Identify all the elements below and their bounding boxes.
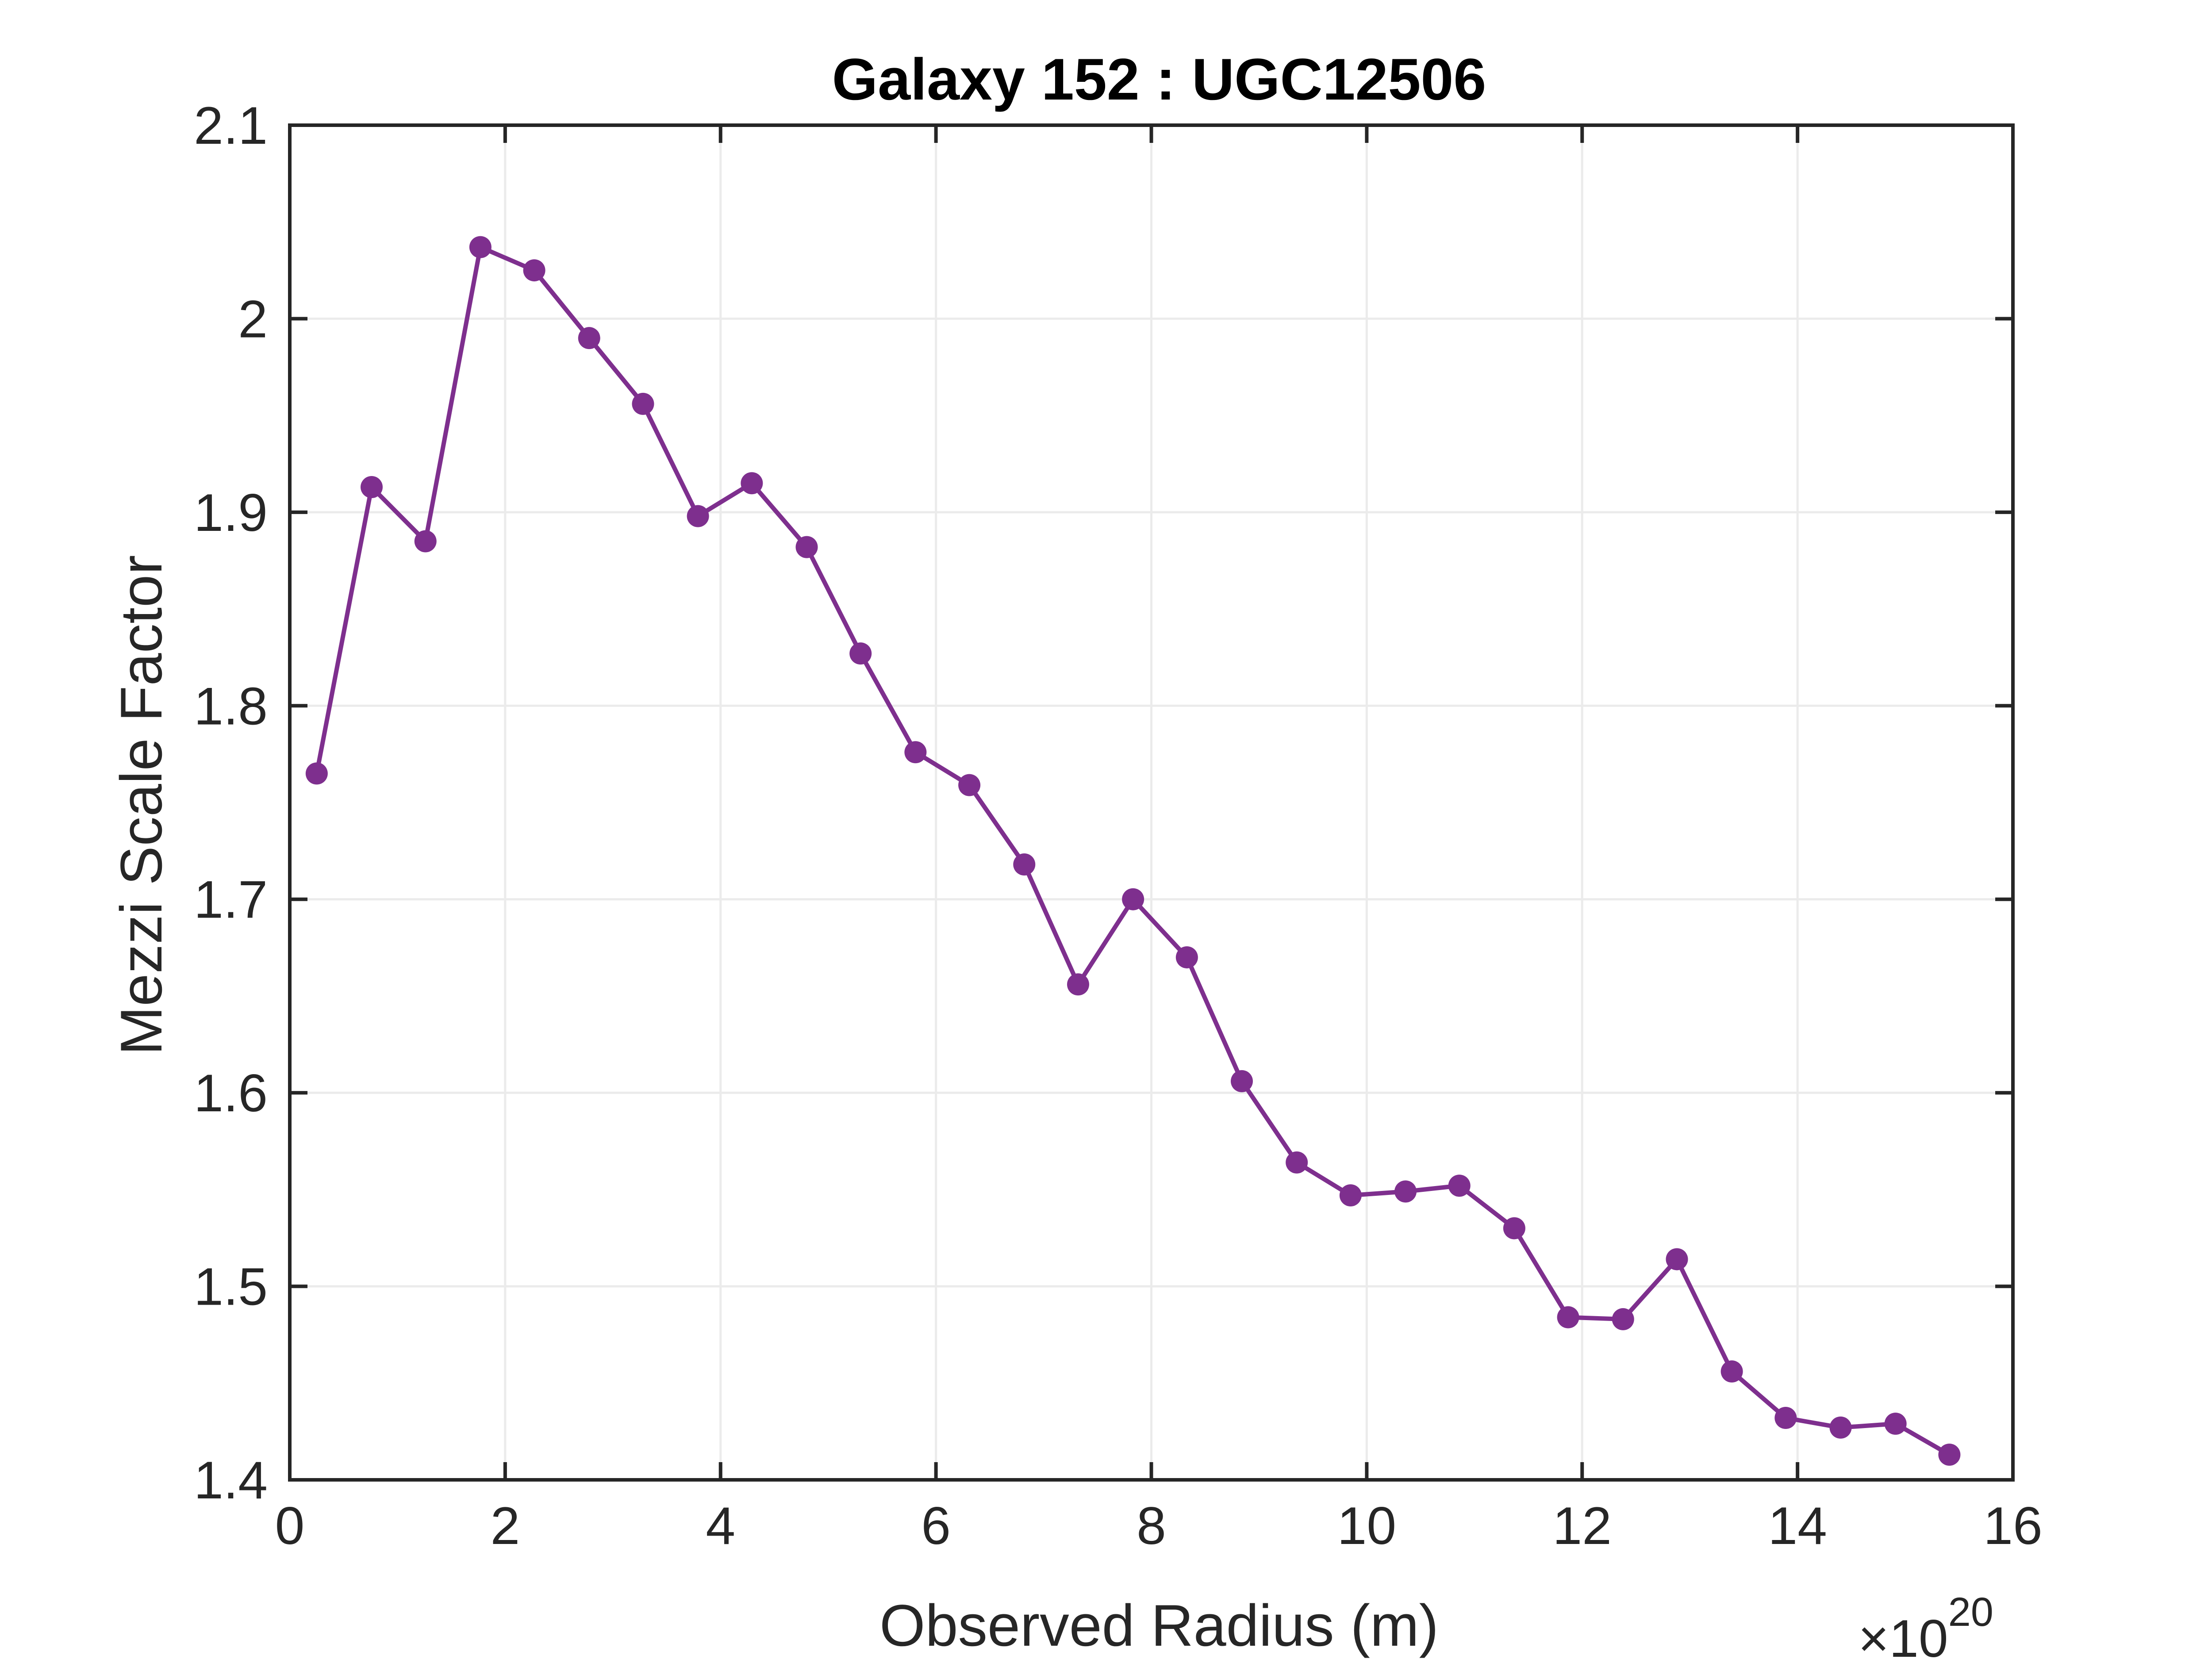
data-point — [305, 762, 328, 785]
y-tick-label: 2 — [238, 289, 268, 349]
data-point — [361, 476, 383, 498]
data-point — [1448, 1175, 1471, 1197]
chart-title: Galaxy 152 : UGC12506 — [832, 47, 1486, 112]
y-tick-label: 1.7 — [194, 870, 268, 929]
x-tick-label: 8 — [1137, 1496, 1166, 1555]
x-tick-label: 16 — [1983, 1496, 2042, 1555]
axes-box — [288, 123, 2015, 1482]
data-point — [1339, 1184, 1362, 1206]
x-tick-label: 12 — [1553, 1496, 1612, 1555]
data-point — [469, 236, 492, 258]
x-axis-label: Observed Radius (m) — [879, 1593, 1439, 1659]
data-point — [1122, 888, 1144, 910]
data-point — [1394, 1180, 1417, 1203]
x-tick-label: 0 — [275, 1496, 305, 1555]
data-point — [849, 642, 872, 665]
data-point — [741, 472, 763, 495]
y-tick-label: 2.1 — [194, 96, 268, 155]
y-tick-label: 1.4 — [194, 1451, 268, 1510]
data-point — [1829, 1416, 1852, 1439]
data-point — [1230, 1070, 1253, 1092]
data-point — [1884, 1413, 1907, 1435]
data-point — [1774, 1407, 1797, 1429]
data-point — [904, 741, 927, 764]
plot-area — [305, 236, 1961, 1466]
data-point — [795, 536, 818, 558]
x-axis-exponent-label: ×1020 — [1858, 1590, 1993, 1659]
data-point — [1503, 1217, 1525, 1240]
data-point — [1666, 1248, 1688, 1271]
x-tick-label: 10 — [1337, 1496, 1396, 1555]
data-point — [632, 392, 654, 415]
tick-labels: 0 2 4 6 8 10 12 14 16 1.4 1.5 1.6 1.7 1.8 1.9 2 2.1 — [194, 96, 2043, 1555]
data-point — [414, 530, 437, 553]
y-tick-label: 1.8 — [194, 676, 268, 736]
x-tick-label: 2 — [491, 1496, 520, 1555]
x-tick-label: 4 — [706, 1496, 735, 1555]
y-tick-label: 1.5 — [194, 1257, 268, 1317]
data-point — [578, 327, 600, 349]
y-tick-label: 1.6 — [194, 1064, 268, 1123]
y-tick-label: 1.9 — [194, 483, 268, 542]
data-point — [1720, 1360, 1743, 1383]
data-point — [1175, 946, 1198, 968]
data-point — [523, 259, 545, 282]
x-exponent-power: 20 — [1948, 1590, 1993, 1635]
x-tick-label: 14 — [1768, 1496, 1827, 1555]
grid — [290, 125, 2013, 1480]
x-tick-label: 6 — [921, 1496, 951, 1555]
y-axis-label: Mezzi Scale Factor — [109, 555, 174, 1056]
x-exponent-base: ×10 — [1858, 1609, 1948, 1659]
data-point — [1013, 853, 1036, 876]
data-point — [1067, 973, 1089, 996]
data-point — [1612, 1308, 1634, 1330]
data-point — [958, 774, 981, 796]
data-point — [687, 505, 709, 527]
data-point — [1286, 1151, 1308, 1174]
data-point — [1557, 1306, 1579, 1329]
data-point — [1938, 1444, 1961, 1466]
